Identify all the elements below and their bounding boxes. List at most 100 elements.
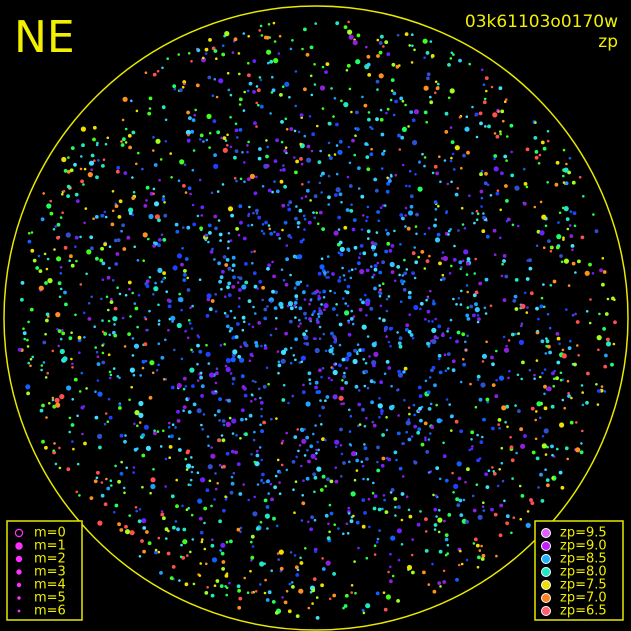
star [118,199,123,204]
star [566,379,570,383]
star [172,525,176,530]
star [495,134,500,139]
star [260,229,264,233]
star [463,227,467,230]
star [362,611,366,615]
star [523,434,527,438]
star [145,199,148,202]
star [173,87,177,91]
star [196,48,201,53]
star [340,386,344,391]
star [330,331,334,336]
star [206,586,209,589]
star [260,407,263,411]
star [138,421,142,424]
star [340,201,343,204]
star [367,111,371,114]
star [318,368,322,373]
star [228,581,231,585]
star [208,146,211,149]
star [560,260,564,264]
star [259,78,263,82]
star [397,505,401,509]
star [218,232,223,237]
star [365,219,368,223]
star [195,83,200,88]
star [269,300,273,304]
star [313,547,318,552]
star [335,313,339,317]
star [94,346,97,349]
star [205,138,209,142]
star [365,268,370,273]
star [465,284,469,287]
star [148,309,151,313]
star [269,333,273,337]
star [329,344,333,348]
star [189,192,192,196]
star [308,382,312,385]
star [397,341,402,346]
star [282,164,285,167]
star [68,416,72,420]
star [142,549,147,554]
star [437,517,443,523]
star [27,239,32,244]
star [408,514,413,519]
star [321,405,325,410]
star [401,475,405,478]
star [56,222,61,227]
star [318,291,322,294]
star [444,533,449,537]
star [441,333,445,338]
star [61,331,66,336]
star [370,241,375,245]
star [198,516,203,521]
star [387,340,391,344]
star [239,177,243,181]
star [319,399,322,402]
star [341,266,344,270]
star [216,130,221,135]
star [513,294,518,299]
star [238,596,243,601]
star [95,143,99,147]
star [100,246,104,251]
star [390,488,395,492]
star [250,400,253,403]
star [113,238,118,243]
star [59,394,65,400]
star [293,554,297,557]
star [448,403,452,406]
star [251,325,255,329]
star [401,282,404,286]
star [476,458,480,463]
star [427,407,432,411]
star [224,139,228,142]
star [297,449,300,453]
star [157,342,161,346]
star [451,359,456,364]
star [42,340,47,345]
star [298,318,301,322]
star [63,169,68,173]
star [273,230,276,234]
star [484,171,488,176]
star [259,423,262,427]
star [326,536,331,541]
star [41,403,45,408]
star [266,527,269,530]
star [227,281,232,286]
star [254,344,259,348]
star [324,349,328,353]
star [500,461,504,465]
star [219,239,222,242]
star [308,378,312,382]
star [437,324,442,329]
star [196,471,200,475]
star [237,276,240,279]
star [376,468,381,473]
star [501,262,504,266]
star [543,384,547,389]
star [466,317,471,321]
